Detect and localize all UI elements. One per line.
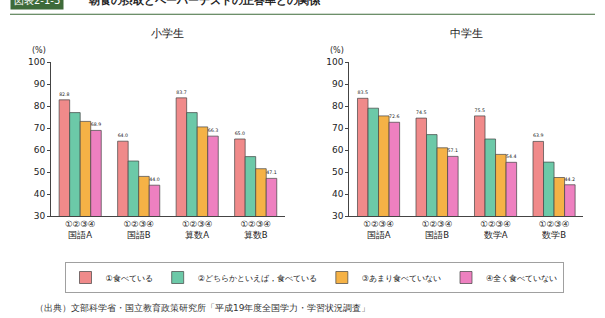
svg-text:65.0: 65.0 xyxy=(235,131,245,136)
svg-text:63.9: 63.9 xyxy=(533,133,543,138)
svg-text:72.6: 72.6 xyxy=(389,114,399,119)
svg-text:①食べている: ①食べている xyxy=(106,274,153,283)
svg-text:30: 30 xyxy=(332,211,344,221)
svg-text:①②③④数学B: ①②③④数学B xyxy=(539,219,569,240)
svg-text:66.3: 66.3 xyxy=(208,128,219,133)
svg-text:①②③④国語B: ①②③④国語B xyxy=(123,219,153,240)
svg-text:50: 50 xyxy=(332,167,344,177)
svg-text:40: 40 xyxy=(332,189,344,199)
svg-text:①②③④算数A: ①②③④算数A xyxy=(182,219,212,240)
svg-text:75.5: 75.5 xyxy=(474,108,485,113)
svg-text:②どちらかといえば，食べている: ②どちらかといえば，食べている xyxy=(198,274,317,283)
svg-text:図表2-1-3: 図表2-1-3 xyxy=(14,0,60,6)
svg-text:(%): (%) xyxy=(330,46,344,55)
svg-text:90: 90 xyxy=(34,79,46,89)
svg-text:80: 80 xyxy=(34,101,46,111)
svg-text:100: 100 xyxy=(326,57,343,67)
svg-text:47.1: 47.1 xyxy=(266,170,277,175)
svg-text:60: 60 xyxy=(34,145,46,155)
svg-text:①②③④国語A: ①②③④国語A xyxy=(363,219,393,240)
svg-text:①②③④国語A: ①②③④国語A xyxy=(65,219,95,240)
svg-text:30: 30 xyxy=(34,211,46,221)
svg-text:74.5: 74.5 xyxy=(416,110,427,115)
svg-text:④全く食べていない: ④全く食べていない xyxy=(486,274,557,283)
svg-text:50: 50 xyxy=(34,167,46,177)
svg-text:90: 90 xyxy=(332,79,344,89)
svg-text:80: 80 xyxy=(332,101,344,111)
svg-text:70: 70 xyxy=(34,123,46,133)
svg-text:57.1: 57.1 xyxy=(448,148,459,153)
svg-text:100: 100 xyxy=(28,57,45,67)
svg-text:82.8: 82.8 xyxy=(59,92,69,97)
svg-text:①②③④国語B: ①②③④国語B xyxy=(422,219,452,240)
svg-text:44.2: 44.2 xyxy=(565,177,576,182)
svg-text:60: 60 xyxy=(332,145,344,155)
svg-text:中学生: 中学生 xyxy=(450,27,483,40)
svg-text:44.0: 44.0 xyxy=(149,177,159,182)
svg-text:①②③④算数B: ①②③④算数B xyxy=(240,219,270,240)
svg-text:83.5: 83.5 xyxy=(357,90,368,95)
svg-text:小学生: 小学生 xyxy=(151,27,184,40)
svg-text:（出典）文部科学省・国立教育政策研究所「平成19年度全国学力: （出典）文部科学省・国立教育政策研究所「平成19年度全国学力・学習状況調査」 xyxy=(35,303,370,313)
svg-text:68.9: 68.9 xyxy=(91,122,101,127)
svg-text:①②③④数学A: ①②③④数学A xyxy=(480,219,510,240)
svg-text:(%): (%) xyxy=(32,46,46,55)
svg-text:70: 70 xyxy=(332,123,344,133)
svg-text:③あまり食べていない: ③あまり食べていない xyxy=(362,274,441,283)
svg-text:64.0: 64.0 xyxy=(118,133,128,138)
svg-text:83.7: 83.7 xyxy=(176,90,187,95)
svg-text:40: 40 xyxy=(34,189,46,199)
svg-text:朝食の摂取とペーパーテストの正答率との関係: 朝食の摂取とペーパーテストの正答率との関係 xyxy=(88,0,321,7)
svg-text:54.4: 54.4 xyxy=(506,154,516,159)
